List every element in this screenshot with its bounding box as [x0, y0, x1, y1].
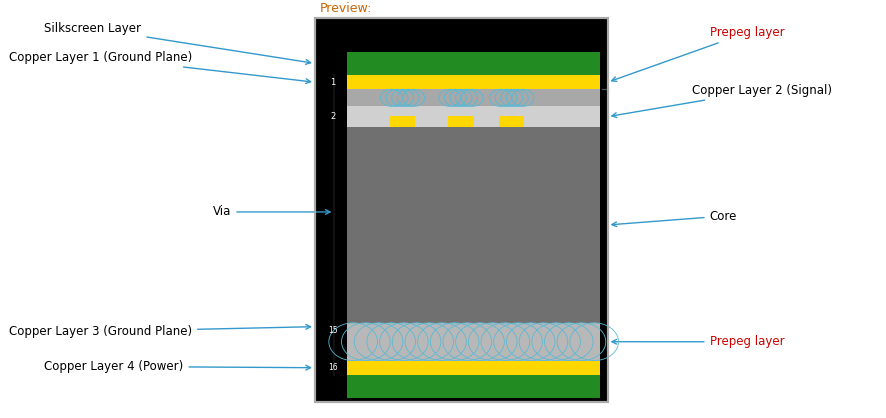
Bar — [322, 375, 600, 398]
Text: Prepeg layer: Prepeg layer — [611, 26, 783, 82]
Text: Prepeg layer: Prepeg layer — [611, 335, 783, 348]
Bar — [346, 106, 600, 127]
Bar — [346, 323, 600, 361]
Bar — [346, 361, 600, 375]
Bar — [499, 116, 524, 127]
Text: 1: 1 — [330, 78, 335, 87]
Text: Copper Layer 3 (Ground Plane): Copper Layer 3 (Ground Plane) — [9, 324, 310, 338]
Text: Copper Layer 1 (Ground Plane): Copper Layer 1 (Ground Plane) — [9, 51, 310, 84]
Bar — [346, 127, 600, 323]
Bar — [447, 116, 473, 127]
Text: 16: 16 — [328, 363, 337, 372]
Text: 15: 15 — [328, 326, 337, 334]
Text: 2: 2 — [330, 112, 335, 121]
Bar — [346, 89, 600, 106]
Bar — [322, 22, 346, 398]
Text: Via: Via — [213, 206, 330, 219]
Text: Core: Core — [611, 209, 736, 227]
Bar — [315, 18, 607, 402]
Bar — [346, 75, 600, 89]
Text: Copper Layer 2 (Signal): Copper Layer 2 (Signal) — [611, 84, 831, 117]
Text: Preview:: Preview: — [319, 2, 371, 15]
Bar — [390, 116, 415, 127]
Bar — [322, 52, 600, 75]
Text: Copper Layer 4 (Power): Copper Layer 4 (Power) — [44, 360, 310, 373]
Bar — [315, 18, 607, 402]
Text: Silkscreen Layer: Silkscreen Layer — [44, 22, 310, 64]
